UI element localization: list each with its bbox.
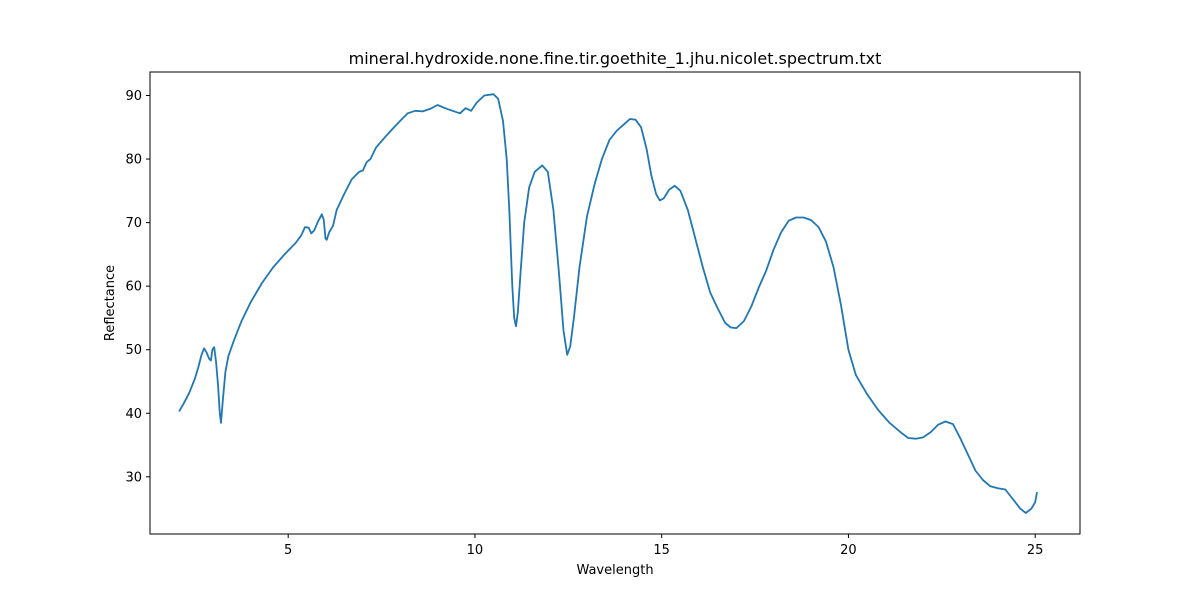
- chart-title: mineral.hydroxide.none.fine.tir.goethite…: [349, 49, 882, 69]
- y-tick-label: 70: [125, 216, 142, 231]
- y-tick-label: 60: [125, 280, 142, 295]
- y-tick-label: 90: [125, 89, 142, 104]
- plot-area-frame: [149, 71, 1081, 535]
- y-tick-label: 80: [125, 153, 142, 168]
- x-tick-label: 25: [1027, 543, 1044, 558]
- y-tick-label: 50: [125, 343, 142, 358]
- y-tick-label: 40: [125, 407, 142, 422]
- x-tick-label: 5: [284, 543, 292, 558]
- x-tick-label: 20: [840, 543, 857, 558]
- x-axis: 5 10 15 20 25: [284, 534, 1043, 558]
- reflectance-series-line: [178, 93, 1038, 514]
- x-axis-label: Wavelength: [576, 563, 653, 578]
- x-tick-label: 15: [653, 543, 670, 558]
- y-axis-label: Reflectance: [103, 265, 118, 341]
- y-tick-label: 30: [125, 470, 142, 485]
- x-tick-label: 10: [467, 543, 484, 558]
- y-axis: 30 40 50 60 70 80 90: [125, 89, 150, 485]
